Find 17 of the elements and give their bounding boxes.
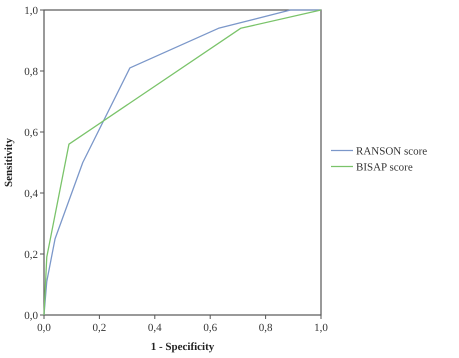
x-tick-label: 0,0 [37,322,52,334]
y-tick-label: 0,2 [24,249,38,261]
legend-label: RANSON score [356,146,428,158]
y-tick-label: 1,0 [24,5,38,17]
line-series [43,9,322,316]
x-tick-label: 0,8 [258,322,273,334]
x-tick-label: 1,0 [314,322,328,334]
legend-label: BISAP score [356,162,413,174]
x-axis-title: 1 - Specificity [150,341,215,353]
y-tick-label: 0,6 [24,127,38,139]
y-tick-label: 0,0 [24,310,38,322]
y-tick-label: 0,8 [24,66,38,78]
x-tick-label: 0,2 [92,322,106,334]
y-axis-title: Sensitivity [3,138,15,187]
y-tick-label: 0,4 [24,188,38,200]
x-tick-label: 0,6 [203,322,218,334]
x-tick-label: 0,4 [148,322,162,334]
